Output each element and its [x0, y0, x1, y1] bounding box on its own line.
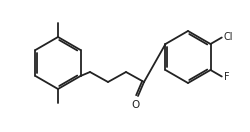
- Text: Cl: Cl: [223, 32, 232, 41]
- Text: F: F: [223, 72, 228, 82]
- Text: O: O: [131, 100, 140, 110]
